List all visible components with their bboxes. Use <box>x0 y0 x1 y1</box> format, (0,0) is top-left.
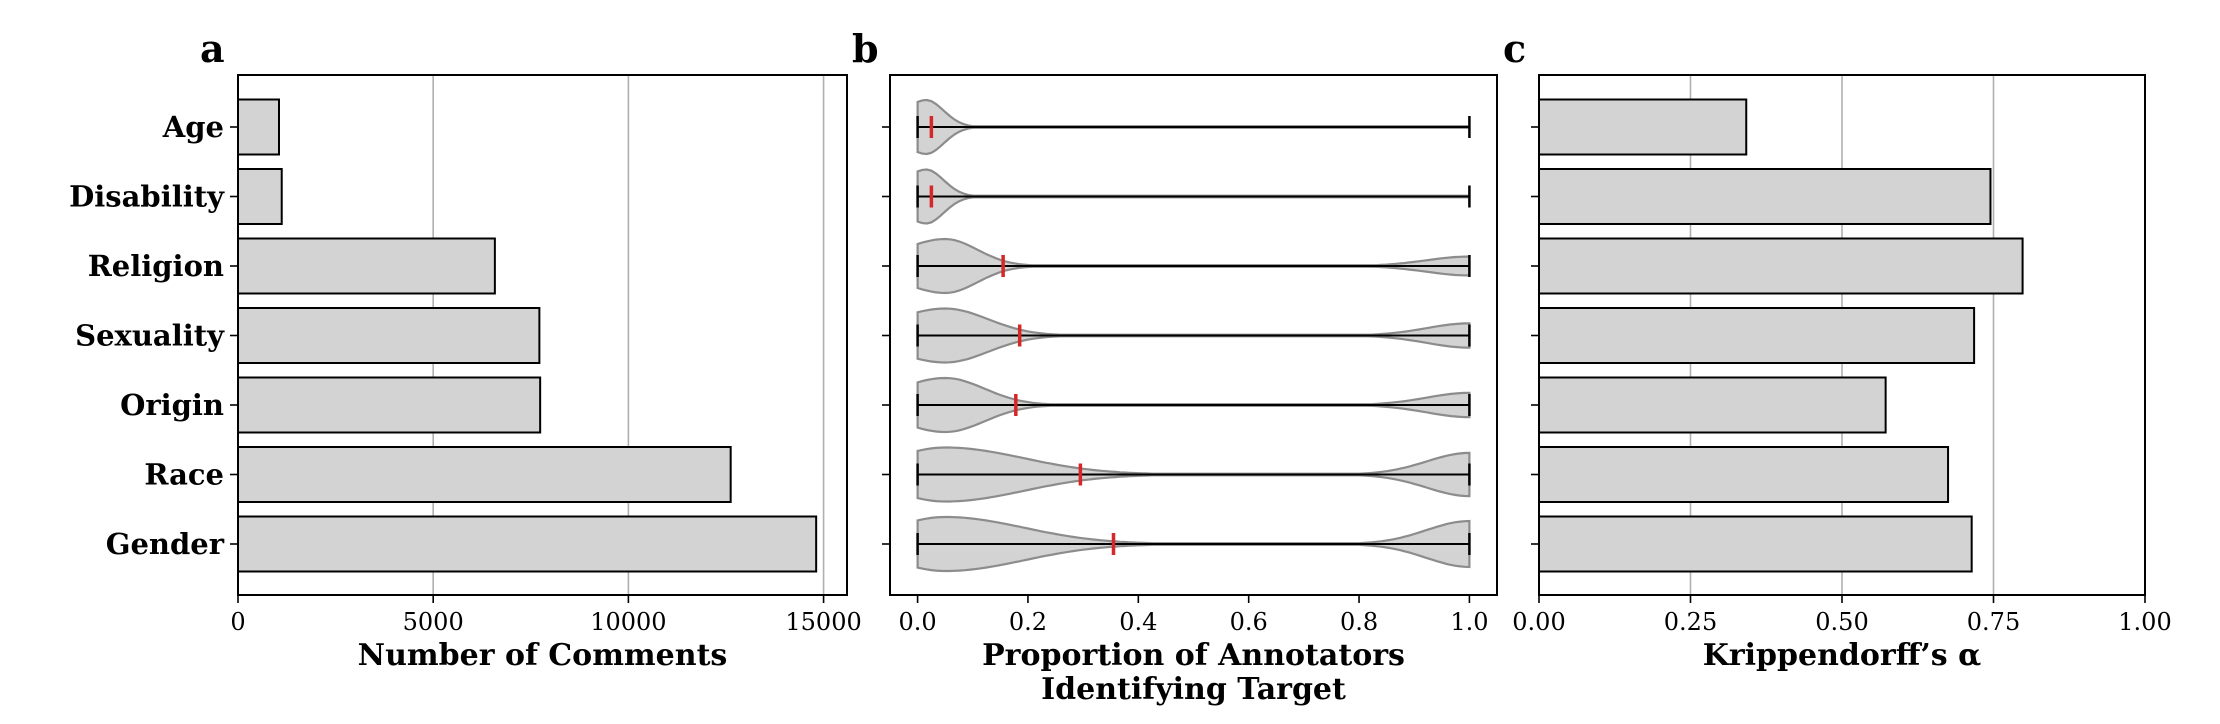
bar-disability <box>237 168 283 225</box>
bar-age <box>1538 98 1748 156</box>
y-label-sexuality: Sexuality <box>75 319 225 353</box>
x-tick-label: 0.4 <box>1119 608 1157 636</box>
y-label-age: Age <box>162 110 224 144</box>
x-axis-label: Number of Comments <box>358 638 728 673</box>
x-tick-label: 0 <box>230 608 245 636</box>
bar-race <box>237 446 732 503</box>
bar-disability <box>1538 168 1992 225</box>
bar-gender <box>237 515 818 573</box>
x-tick-label: 0.6 <box>1230 608 1268 636</box>
bar-origin <box>1538 376 1887 434</box>
bar-sexuality <box>1538 307 1976 364</box>
panel-letter-c: c <box>1503 26 1526 71</box>
y-label-gender: Gender <box>106 527 225 561</box>
x-axis-label: Proportion of Annotators <box>982 638 1405 673</box>
bar-age <box>237 98 280 156</box>
bar-sexuality <box>237 307 541 364</box>
bar-origin <box>237 376 542 434</box>
x-tick-label: 15000 <box>785 608 861 636</box>
x-tick-label: 0.00 <box>1512 608 1565 636</box>
x-tick-label: 0.0 <box>899 608 937 636</box>
panel-b-annotator-proportion-violins: b 0.0 0.2 0.4 0.6 0.8 1.0 Proportion of Annotat… <box>852 26 1498 707</box>
x-tick-label: 0.75 <box>1967 608 2020 636</box>
x-tick-label: 0.8 <box>1340 608 1378 636</box>
x-tick-label: 10000 <box>590 608 666 636</box>
x-tick-label: 0.25 <box>1664 608 1717 636</box>
y-label-origin: Origin <box>120 388 224 422</box>
panel-a-number-of-comments: a Age Disability Religion Sexuality Origin Rac… <box>69 26 862 673</box>
x-tick-label: 1.00 <box>2118 608 2171 636</box>
x-tick-label: 0.50 <box>1815 608 1868 636</box>
y-label-religion: Religion <box>88 249 224 283</box>
y-label-race: Race <box>144 458 224 492</box>
x-tick-label: 1.0 <box>1450 608 1488 636</box>
panel-letter-b: b <box>852 26 879 71</box>
bar-religion <box>237 237 496 295</box>
bar-race <box>1538 446 1950 503</box>
x-tick-label: 0.2 <box>1009 608 1047 636</box>
y-label-disability: Disability <box>69 180 225 214</box>
x-tick-label: 5000 <box>403 608 464 636</box>
panel-letter-a: a <box>200 26 225 71</box>
x-axis-label: Identifying Target <box>1041 672 1346 707</box>
bar-religion <box>1538 237 2024 295</box>
x-axis-label: Krippendorff’s α <box>1703 638 1981 673</box>
panel-c-krippendorff-alpha: c 0.00 0.25 0.50 0.75 1.00 Krippendorff’s α <box>1503 26 2172 673</box>
bar-gender <box>1538 515 1973 573</box>
